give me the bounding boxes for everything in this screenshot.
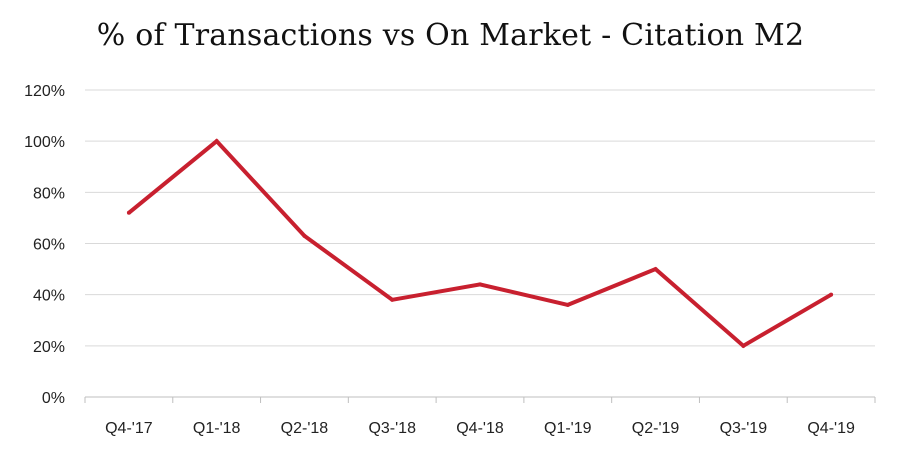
data-point bbox=[390, 297, 395, 302]
data-point bbox=[653, 267, 658, 272]
y-tick-label: 60% bbox=[33, 237, 65, 254]
data-point bbox=[741, 343, 746, 348]
y-tick-label: 40% bbox=[33, 288, 65, 305]
data-point bbox=[478, 282, 482, 287]
x-tick-label: Q3-'18 bbox=[368, 420, 416, 437]
y-tick-label: 100% bbox=[24, 134, 65, 151]
y-tick-label: 120% bbox=[24, 83, 65, 100]
x-tick-label: Q4-'17 bbox=[105, 420, 153, 437]
x-tick-label: Q2-'18 bbox=[281, 420, 329, 437]
x-tick-label: Q1-'19 bbox=[544, 420, 592, 437]
x-tick-label: Q4-'18 bbox=[456, 420, 504, 437]
data-point bbox=[214, 139, 219, 144]
x-tick-label: Q2-'19 bbox=[632, 420, 680, 437]
y-tick-label: 0% bbox=[42, 390, 65, 407]
data-point bbox=[126, 210, 131, 215]
chart-title: % of Transactions vs On Market - Citatio… bbox=[96, 18, 805, 53]
y-tick-label: 80% bbox=[33, 185, 65, 202]
x-tick-label: Q4-'19 bbox=[807, 420, 855, 437]
data-point bbox=[302, 233, 307, 238]
x-tick-label: Q3-'19 bbox=[720, 420, 768, 437]
data-point bbox=[565, 302, 570, 307]
data-point bbox=[829, 292, 834, 297]
x-tick-label: Q1-'18 bbox=[193, 420, 241, 437]
y-tick-label: 20% bbox=[33, 339, 65, 356]
